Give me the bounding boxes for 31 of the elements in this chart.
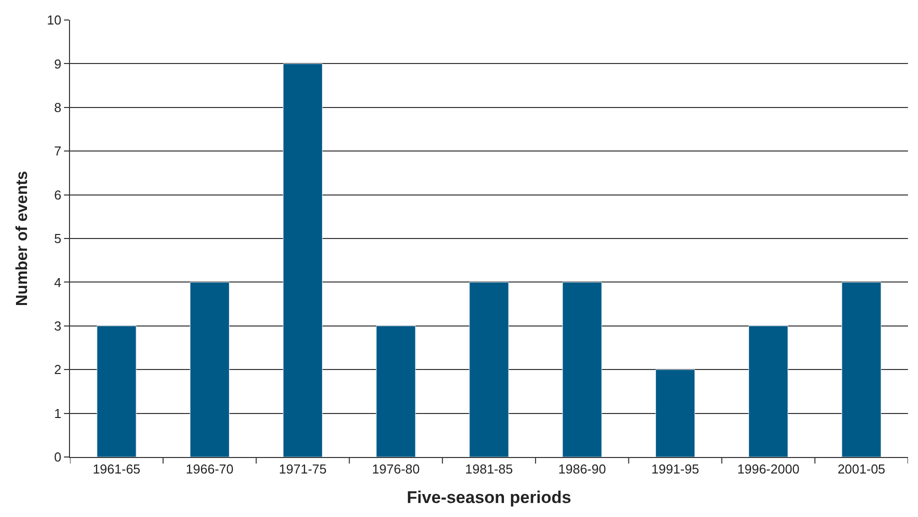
bar: [842, 282, 882, 457]
y-tick-label: 1: [54, 406, 62, 421]
x-tick-label: 1991-95: [651, 462, 700, 477]
x-tick-label: 1996-2000: [737, 462, 800, 477]
x-tick-label: 1981-85: [465, 462, 513, 477]
bar: [748, 326, 788, 457]
y-tick-label: 3: [54, 318, 62, 334]
x-tick-label: 1986-90: [558, 462, 606, 477]
y-tick-label: 10: [46, 12, 62, 28]
y-tick-label: 9: [54, 56, 62, 72]
bar: [190, 282, 230, 457]
bar: [562, 282, 602, 457]
x-axis-title: Five-season periods: [406, 488, 572, 507]
x-tick-label: 2001-05: [838, 462, 886, 477]
y-tick-label: 7: [54, 144, 62, 159]
y-tick-label: 4: [54, 274, 62, 290]
bar: [469, 282, 509, 457]
x-tick-label: 1961-65: [92, 462, 140, 477]
bar: [96, 326, 136, 457]
y-axis-title: Number of events: [14, 170, 31, 306]
y-tick-label: 6: [54, 187, 62, 202]
bar: [376, 326, 416, 457]
x-tick-label: 1976-80: [372, 462, 420, 477]
y-tick-label: 2: [54, 362, 62, 378]
bar: [282, 63, 323, 457]
y-tick-label: 8: [54, 100, 62, 115]
x-tick-label: 1966-70: [186, 462, 234, 477]
x-tick-label: 1971-75: [278, 462, 327, 477]
y-tick-label: 0: [54, 450, 62, 465]
y-tick-label: 5: [54, 231, 62, 246]
bar: [655, 369, 696, 457]
